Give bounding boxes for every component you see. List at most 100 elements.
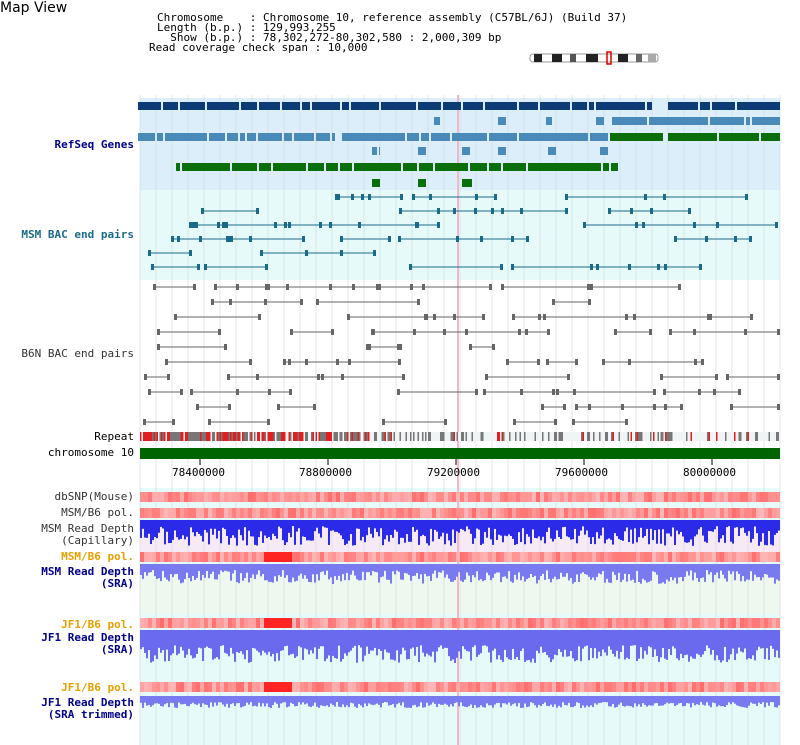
msm-sra-depth-bar bbox=[674, 564, 676, 578]
track-label-msm-b6-pol[interactable]: MSM/B6 pol. bbox=[61, 506, 134, 519]
jf1-trim-depth-bar bbox=[330, 696, 332, 704]
polymorphism-heat-tracks[interactable] bbox=[140, 492, 780, 692]
dbsnp-cell bbox=[632, 492, 636, 502]
b6n-bac-pair-end bbox=[713, 389, 716, 395]
read-depth-tracks[interactable] bbox=[140, 520, 780, 708]
jf1-pol-cell bbox=[644, 618, 648, 628]
gene-block bbox=[470, 163, 487, 171]
refseq-genes-track[interactable] bbox=[138, 102, 780, 187]
track-label-jf1-read-depth-sra[interactable]: JF1 Read Depth (SRA) bbox=[41, 631, 134, 656]
jf1-trim-depth-bar bbox=[696, 696, 698, 705]
jf1-trim-depth-bar bbox=[540, 696, 542, 707]
gene-block bbox=[147, 133, 155, 141]
msm-bac-pair-end bbox=[171, 236, 174, 242]
jf1-pol-cell bbox=[604, 618, 608, 628]
b6n-bac-pair-end bbox=[701, 359, 704, 365]
jf1-trim-depth-bar bbox=[548, 696, 550, 707]
jf1-trim-depth-bar bbox=[598, 696, 600, 704]
track-label-chromosome[interactable]: chromosome 10 bbox=[47, 446, 134, 459]
msm-sra-depth-bar bbox=[442, 564, 444, 571]
jf1-sra-depth-bar bbox=[752, 630, 754, 656]
track-label-repeat[interactable]: Repeat bbox=[94, 430, 134, 443]
jf1-sra-depth-bar bbox=[178, 630, 180, 654]
dbsnp-cell bbox=[504, 492, 508, 502]
track-label-b6n-bac[interactable]: B6N BAC end pairs bbox=[21, 347, 134, 360]
repeat-track[interactable] bbox=[140, 432, 780, 441]
jf1-trim-pol-cell bbox=[564, 682, 568, 692]
msm-sra-depth-bar bbox=[540, 564, 542, 577]
jf1-trim-pol-cell bbox=[572, 682, 576, 692]
jf1-trim-pol-cell bbox=[556, 682, 560, 692]
msm-pol-cell bbox=[456, 508, 460, 518]
jf1-trim-depth-bar bbox=[152, 696, 154, 706]
dbsnp-cell bbox=[160, 492, 164, 502]
msm-sra-depth-bar bbox=[318, 564, 320, 581]
track-label-msm-read-depth-capillary[interactable]: MSM Read Depth (Capillary) bbox=[41, 522, 134, 547]
jf1-sra-depth-bar bbox=[582, 630, 584, 649]
jf1-pol-cell bbox=[504, 618, 508, 628]
jf1-trim-depth-bar bbox=[306, 696, 308, 704]
jf1-trim-pol-cell bbox=[548, 682, 552, 692]
track-label-dbsnp[interactable]: dbSNP(Mouse) bbox=[54, 490, 134, 503]
jf1-sra-depth-bar bbox=[342, 630, 344, 660]
chromosome-ideogram[interactable] bbox=[529, 51, 659, 65]
msm-sra-depth-bar bbox=[270, 564, 272, 582]
jf1-pol-cell bbox=[612, 618, 616, 628]
msm-sra-depth-bar bbox=[496, 564, 498, 573]
msm-capillary-depth-bar bbox=[176, 520, 178, 538]
jf1-sra-depth-bar bbox=[166, 630, 168, 650]
b6n-bac-pair-end bbox=[575, 404, 578, 410]
msm-bac-track[interactable] bbox=[148, 194, 778, 270]
track-label-msm-read-depth-sra[interactable]: MSM Read Depth (SRA) bbox=[41, 565, 134, 590]
jf1-trim-depth-bar bbox=[438, 696, 440, 704]
chromosome-bar[interactable] bbox=[140, 448, 780, 459]
track-label-jf1-b6-pol[interactable]: JF1/B6 pol. bbox=[61, 618, 134, 631]
jf1-trim-depth-bar bbox=[414, 696, 416, 705]
jf1-sra-depth-bar bbox=[566, 630, 568, 657]
repeat-element bbox=[146, 432, 148, 441]
msm-pol-cell bbox=[408, 508, 412, 518]
gene-block bbox=[340, 163, 352, 171]
msm-capillary-depth-bar bbox=[344, 520, 346, 546]
msm-sra-depth-bar bbox=[392, 564, 394, 572]
msm-capillary-depth-bar bbox=[682, 520, 684, 537]
msm-sra-pol-cell bbox=[228, 552, 232, 562]
jf1-sra-depth-bar bbox=[366, 630, 368, 647]
track-label-msm-b6-pol-sra[interactable]: MSM/B6 pol. bbox=[61, 550, 134, 563]
msm-sra-pol-cell bbox=[720, 552, 724, 562]
msm-capillary-depth-bar bbox=[654, 520, 656, 531]
jf1-sra-depth-bar bbox=[774, 630, 776, 658]
jf1-pol-cell bbox=[428, 618, 432, 628]
msm-sra-depth-bar bbox=[670, 564, 672, 578]
track-label-msm-bac[interactable]: MSM BAC end pairs bbox=[21, 228, 134, 241]
track-label-jf1-read-depth-trimmed[interactable]: JF1 Read Depth (SRA trimmed) bbox=[41, 696, 134, 721]
msm-capillary-depth-bar bbox=[454, 520, 456, 543]
msm-capillary-depth-bar bbox=[438, 520, 440, 539]
track-label-refseq-genes[interactable]: RefSeq Genes bbox=[54, 138, 134, 151]
msm-capillary-depth-bar bbox=[214, 520, 216, 529]
msm-pol-cell bbox=[140, 508, 144, 518]
jf1-pol-cell bbox=[436, 618, 440, 628]
track-label-jf1-b6-pol-trimmed[interactable]: JF1/B6 pol. bbox=[61, 681, 134, 694]
jf1-sra-depth-bar bbox=[688, 630, 690, 662]
msm-sra-depth-bar bbox=[578, 564, 580, 582]
msm-pol-cell bbox=[416, 508, 420, 518]
gene-block bbox=[403, 163, 417, 171]
repeat-element bbox=[548, 432, 550, 441]
jf1-trim-pol-cell bbox=[536, 682, 540, 692]
jf1-pol-cell bbox=[476, 618, 480, 628]
msm-sra-depth-bar bbox=[628, 564, 630, 575]
b6n-bac-pair-end bbox=[572, 419, 575, 425]
msm-capillary-depth-bar bbox=[412, 520, 414, 528]
msm-capillary-depth-bar bbox=[404, 520, 406, 543]
repeat-element bbox=[270, 432, 272, 441]
msm-sra-depth-bar bbox=[354, 564, 356, 576]
jf1-trim-pol-cell bbox=[668, 682, 672, 692]
msm-sra-depth-bar bbox=[512, 564, 514, 583]
jf1-trim-pol-cell bbox=[688, 682, 692, 692]
b6n-bac-pair-end bbox=[556, 389, 559, 395]
dbsnp-cell bbox=[448, 492, 452, 502]
b6n-bac-track[interactable] bbox=[143, 284, 780, 425]
jf1-sra-depth-bar bbox=[738, 630, 740, 648]
